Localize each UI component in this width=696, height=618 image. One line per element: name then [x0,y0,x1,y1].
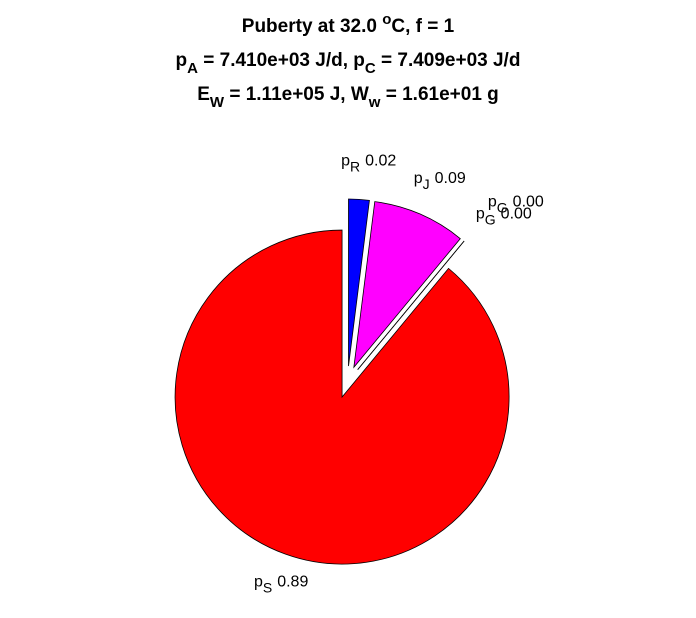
label-subscript: S [263,579,272,595]
pie-slice [174,229,510,565]
pie-slice [353,201,461,369]
label-symbol: p [341,152,350,169]
chart-title-line: EW = 1.11e+05 J, Ww = 1.61e+01 g [197,84,499,111]
label-value: 0.00 [501,206,532,223]
label-symbol: p [254,573,263,590]
title-segment: C, f = 1 [391,16,454,37]
label-value: 0.09 [435,170,466,187]
slice-label: pS 0.89 [254,573,308,595]
title-segment: = 7.409e+03 J/d [376,50,521,71]
title-segment: W [210,94,225,111]
slice-label: pG 0.00 [488,194,544,216]
pie-slice [348,198,370,367]
title-segment: A [187,60,198,77]
title-segment: = 1.11e+05 J, W [224,84,369,105]
label-symbol: p [414,170,423,187]
label-value: 0.00 [513,194,544,211]
title-segment: Puberty at 32.0 [242,16,382,37]
label-symbol: p [476,206,485,223]
label-value: 0.89 [277,573,308,590]
label-subscript: R [350,158,360,174]
title-segment: o [382,11,391,28]
slice-label: pR 0.02 [341,152,396,174]
title-segment: = 1.61e+01 g [380,84,498,105]
label-subscript: G [485,212,496,228]
title-segment: E [197,84,210,105]
chart-title-line: pA = 7.410e+03 J/d, pC = 7.409e+03 J/d [176,50,521,77]
title-segment: = 7.410e+03 J/d, p [198,50,365,71]
label-subscript: G [497,200,508,216]
title-segment: p [176,50,188,71]
chart-title-line: Puberty at 32.0 oC, f = 1 [242,11,455,37]
slice-label: pG 0.00 [476,206,532,228]
label-value: 0.02 [365,152,396,169]
label-symbol: p [488,194,497,211]
slice-label: pJ 0.09 [414,170,466,192]
label-subscript: J [423,176,430,192]
title-segment: C [365,60,376,77]
title-segment: w [368,94,381,111]
